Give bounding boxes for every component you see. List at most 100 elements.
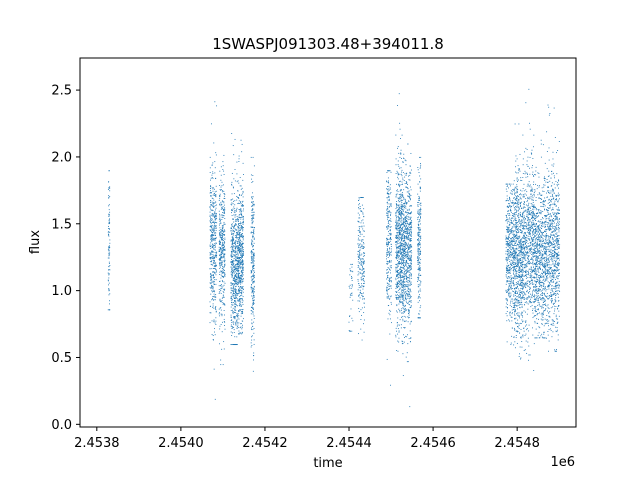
- data-point: [407, 219, 409, 221]
- data-point: [401, 256, 403, 258]
- data-point: [395, 212, 397, 214]
- data-point: [240, 235, 241, 237]
- data-point: [402, 258, 404, 260]
- data-point: [403, 214, 405, 216]
- data-point: [510, 278, 512, 280]
- data-point: [212, 275, 214, 277]
- data-point: [212, 305, 214, 307]
- data-point: [241, 292, 243, 294]
- data-point: [408, 237, 410, 239]
- data-point: [358, 246, 360, 248]
- data-point: [408, 271, 410, 273]
- data-point: [215, 177, 217, 179]
- data-point: [509, 242, 511, 244]
- data-point: [396, 330, 398, 332]
- data-point: [515, 309, 516, 311]
- data-point: [235, 279, 237, 281]
- data-point: [361, 253, 363, 255]
- data-point: [396, 229, 398, 231]
- data-point: [390, 205, 392, 207]
- data-point: [231, 248, 233, 250]
- data-point: [410, 223, 412, 225]
- data-point: [395, 286, 397, 288]
- data-point: [508, 249, 510, 250]
- data-point: [235, 283, 237, 285]
- data-point: [362, 242, 364, 243]
- data-point: [107, 309, 109, 311]
- data-point: [505, 290, 507, 292]
- data-point: [510, 251, 511, 253]
- data-point: [401, 181, 403, 183]
- data-point: [222, 165, 224, 167]
- data-point: [236, 195, 238, 197]
- data-point: [357, 257, 359, 259]
- data-point: [398, 341, 400, 343]
- data-point: [516, 330, 518, 332]
- data-point: [253, 315, 255, 317]
- data-point: [232, 311, 234, 313]
- data-point: [411, 320, 412, 322]
- data-point: [238, 267, 240, 269]
- data-point: [402, 276, 404, 278]
- data-point: [234, 180, 236, 182]
- data-point: [222, 184, 224, 186]
- data-point: [222, 303, 224, 305]
- data-point: [253, 268, 255, 270]
- data-point: [402, 262, 403, 264]
- data-point: [238, 223, 239, 225]
- data-point: [357, 265, 359, 267]
- data-point: [213, 234, 215, 236]
- data-point: [251, 250, 253, 252]
- data-point: [362, 272, 364, 274]
- data-point: [241, 264, 243, 265]
- data-point: [508, 237, 510, 239]
- data-point: [253, 287, 255, 289]
- data-point: [398, 292, 400, 294]
- data-point: [398, 181, 400, 183]
- data-point: [250, 226, 252, 228]
- data-point: [251, 329, 253, 331]
- data-point: [402, 255, 404, 257]
- data-point: [236, 297, 238, 299]
- data-point: [519, 276, 521, 278]
- data-point: [388, 231, 389, 233]
- data-point: [233, 275, 235, 277]
- data-point: [387, 296, 389, 298]
- data-point: [241, 290, 243, 292]
- data-point: [211, 264, 213, 266]
- data-point: [390, 234, 392, 236]
- data-point: [215, 190, 217, 192]
- data-point: [212, 228, 214, 230]
- data-point: [231, 274, 233, 276]
- data-point: [521, 208, 522, 209]
- data-point: [108, 290, 110, 292]
- data-point: [387, 211, 389, 213]
- data-point: [240, 281, 242, 283]
- data-point: [387, 238, 389, 240]
- data-point: [397, 204, 399, 206]
- data-point: [253, 231, 255, 232]
- data-point: [236, 242, 238, 244]
- data-point: [395, 196, 397, 198]
- data-point: [239, 303, 241, 305]
- data-point: [514, 276, 516, 278]
- data-point: [252, 202, 254, 204]
- data-point: [410, 305, 412, 307]
- data-point: [410, 244, 412, 245]
- data-point: [251, 306, 253, 308]
- data-point: [219, 300, 221, 302]
- data-point: [359, 258, 361, 260]
- data-point: [515, 231, 517, 233]
- data-point: [517, 189, 519, 190]
- data-point: [402, 275, 404, 277]
- data-point: [399, 281, 400, 283]
- data-point: [240, 309, 241, 311]
- data-point: [408, 212, 410, 214]
- data-point: [419, 242, 421, 243]
- data-point: [404, 321, 406, 322]
- data-point: [230, 290, 232, 291]
- data-point: [235, 292, 237, 293]
- data-point: [411, 252, 413, 254]
- data-point: [513, 216, 515, 218]
- data-point: [253, 278, 255, 280]
